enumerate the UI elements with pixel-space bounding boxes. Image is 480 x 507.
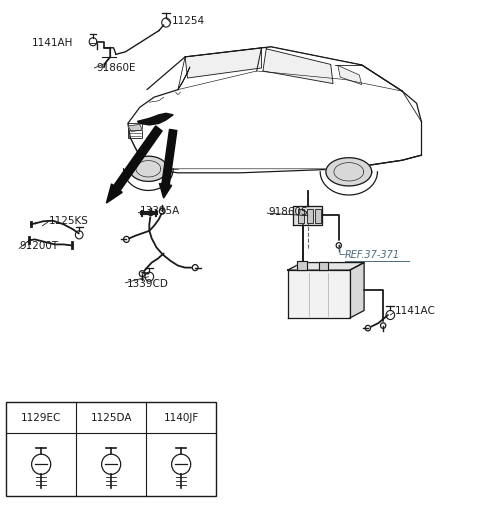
Polygon shape bbox=[293, 206, 322, 225]
Polygon shape bbox=[178, 67, 190, 90]
Bar bbox=[315, 208, 321, 223]
Polygon shape bbox=[326, 158, 372, 186]
Polygon shape bbox=[297, 261, 307, 270]
Text: 1141AC: 1141AC bbox=[395, 307, 436, 316]
Text: REF.37-371: REF.37-371 bbox=[345, 249, 400, 260]
Text: 1125DA: 1125DA bbox=[90, 413, 132, 423]
Text: 1125KS: 1125KS bbox=[49, 215, 89, 226]
Polygon shape bbox=[288, 263, 364, 270]
Text: 1140JF: 1140JF bbox=[164, 413, 199, 423]
Text: 1339CD: 1339CD bbox=[126, 279, 168, 289]
Polygon shape bbox=[128, 124, 142, 131]
Polygon shape bbox=[162, 129, 177, 185]
Bar bbox=[6, 402, 216, 495]
Text: 13395A: 13395A bbox=[140, 206, 180, 216]
Polygon shape bbox=[338, 65, 362, 85]
Polygon shape bbox=[159, 184, 172, 198]
Polygon shape bbox=[114, 126, 162, 191]
Polygon shape bbox=[129, 156, 168, 182]
Bar bbox=[298, 208, 304, 223]
Text: 91200T: 91200T bbox=[19, 241, 58, 251]
Text: 1141AH: 1141AH bbox=[32, 38, 73, 48]
Polygon shape bbox=[107, 184, 122, 203]
Text: 11254: 11254 bbox=[172, 16, 205, 25]
Bar bbox=[307, 208, 312, 223]
Text: 1129EC: 1129EC bbox=[21, 413, 61, 423]
Polygon shape bbox=[288, 270, 350, 318]
Polygon shape bbox=[185, 48, 262, 78]
Polygon shape bbox=[319, 262, 328, 270]
Polygon shape bbox=[350, 263, 364, 318]
Polygon shape bbox=[263, 49, 333, 84]
Text: 91860E: 91860E bbox=[96, 63, 135, 73]
Polygon shape bbox=[137, 114, 173, 125]
Text: 91860S: 91860S bbox=[269, 207, 308, 217]
